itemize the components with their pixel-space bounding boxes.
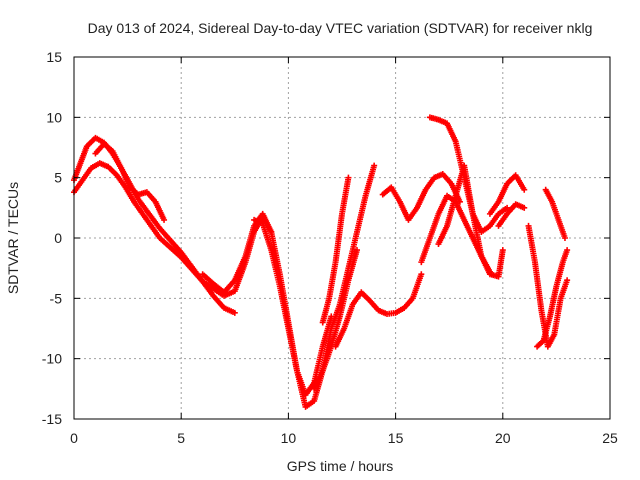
series-track-17 [542,186,568,241]
data-point [499,247,506,254]
series-track-15 [495,201,528,229]
data-point [521,204,528,211]
series-track-5 [251,216,335,398]
y-tick-label: 15 [46,49,62,65]
series-track-18 [534,247,571,350]
series-track-3 [92,140,168,223]
y-tick-label: -15 [42,411,62,427]
series-track-8 [336,162,378,308]
chart-title: Day 013 of 2024, Sidereal Day-to-day VTE… [88,20,593,36]
x-tick-label: 0 [70,430,78,446]
data-point [564,247,571,254]
data-point [345,174,352,181]
data-point [231,309,238,316]
series-track-14 [486,172,528,217]
series-track-6 [319,174,352,326]
y-axis-label: SDTVAR / TECUs [5,182,21,294]
series-track-9 [332,271,425,350]
y-tick-label: 10 [46,109,62,125]
series-track-13 [435,162,493,275]
x-tick-label: 25 [602,430,618,446]
data-point [418,271,425,278]
x-tick-label: 20 [495,430,511,446]
data-point [564,277,571,284]
x-tick-label: 10 [281,430,297,446]
data-point [504,204,511,211]
grid-lines [74,57,610,419]
x-tick-label: 15 [388,430,404,446]
data-point [354,247,361,254]
data-point [161,216,168,223]
y-tick-label: 5 [54,170,62,186]
data-markers [71,114,571,410]
series-track-10 [379,171,463,223]
data-point [328,313,335,320]
data-point [521,186,528,193]
series-track-7 [311,247,361,392]
data-point [371,162,378,169]
x-tick-label: 5 [177,430,185,446]
y-tick-label: -10 [42,351,62,367]
data-point [486,268,493,275]
axis-ticks: 0 5 10 15 20 25 -15 -10 -5 0 5 10 15 [42,49,618,446]
data-point [561,235,568,241]
x-axis-label: GPS time / hours [287,458,394,474]
y-tick-label: -5 [50,290,63,306]
y-tick-label: 0 [54,230,62,246]
